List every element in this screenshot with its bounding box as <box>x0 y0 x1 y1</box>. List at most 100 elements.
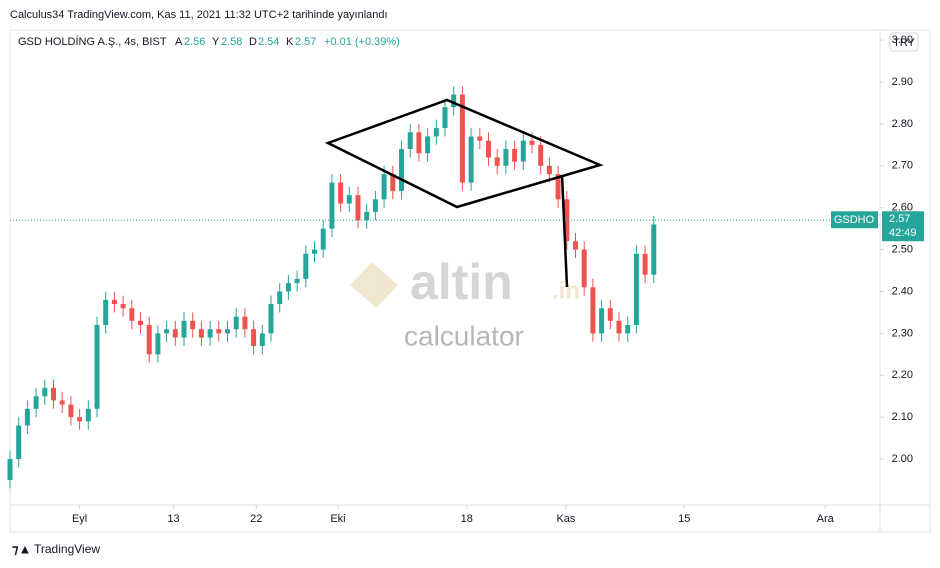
countdown: 42:49 <box>889 227 917 239</box>
candle-body <box>442 107 448 129</box>
candle-body <box>120 304 126 309</box>
candle-body <box>129 308 135 321</box>
candle-body <box>207 329 213 338</box>
y-tick-label: 2.30 <box>892 327 913 339</box>
x-tick-label: 15 <box>678 513 690 525</box>
legend-value: 2.54 <box>258 36 279 48</box>
y-tick-label: 3.00 <box>892 34 913 46</box>
candle-body <box>320 228 326 250</box>
candle-body <box>581 249 587 288</box>
diamond-pattern <box>324 98 604 209</box>
change: +0.01 (+0.39%) <box>324 36 400 48</box>
candle-body <box>399 149 404 191</box>
watermark: altin .in calculator <box>350 254 580 351</box>
candle-body <box>251 329 257 346</box>
x-tick-label: 18 <box>461 513 473 525</box>
candle-body <box>503 149 509 166</box>
drawing <box>324 98 604 288</box>
candle-body <box>146 325 152 355</box>
candle-body <box>346 195 352 204</box>
legend-value: 2.56 <box>184 36 205 48</box>
candle-body <box>520 140 526 162</box>
candle-body <box>164 329 170 334</box>
candle-body <box>111 299 117 305</box>
x-tick-label: 22 <box>250 513 262 525</box>
candle-body <box>312 249 317 254</box>
candle-body <box>225 329 230 334</box>
currency: TRY <box>893 37 915 49</box>
candle-body <box>42 387 48 397</box>
candle-body <box>477 136 483 141</box>
candle-body <box>7 459 13 481</box>
candle-body <box>190 320 196 330</box>
candle-body <box>277 291 283 305</box>
candle-body <box>138 320 143 326</box>
candle-body <box>651 224 657 275</box>
ohlc-legend: A 2.56 Y 2.58 D 2.54 K 2.57 <box>175 36 316 48</box>
candle-body <box>633 253 639 326</box>
candle-body <box>390 174 396 191</box>
candle-body <box>625 325 631 334</box>
candle-body <box>68 404 74 418</box>
candle-body <box>607 308 613 321</box>
candle-body <box>512 149 518 162</box>
x-tick-label: Eki <box>330 513 345 525</box>
candle-body <box>285 283 291 292</box>
footer-logo: ⁊▲ <box>12 541 31 556</box>
legend-key: A <box>175 36 183 48</box>
y-tick-label: 2.00 <box>892 453 913 465</box>
watermark-logo <box>350 262 398 308</box>
candle-body <box>155 333 161 355</box>
y-tick-label: 2.90 <box>892 76 913 88</box>
candle-body <box>103 299 109 326</box>
candle-body <box>494 157 500 166</box>
candle-body <box>303 253 309 279</box>
candle-body <box>181 320 187 338</box>
legend-value: 2.57 <box>295 36 316 48</box>
y-tick-label: 2.80 <box>892 118 913 130</box>
published-note: Calculus34 TradingView.com, Kas 11, 2021… <box>10 9 388 21</box>
y-tick-label: 2.60 <box>892 202 913 214</box>
x-tick-label: Eyl <box>72 513 87 525</box>
y-tick-label: 2.10 <box>892 411 913 423</box>
candle-body <box>433 128 439 137</box>
candle-body <box>364 211 370 221</box>
candle-body <box>468 136 474 183</box>
candle-body <box>459 94 465 183</box>
x-tick-label: Kas <box>556 513 575 525</box>
candle-body <box>555 174 561 200</box>
candle-body <box>77 417 83 422</box>
last-price: 2.57 <box>889 213 910 225</box>
candle-body <box>198 329 204 338</box>
candle-body <box>529 140 535 145</box>
legend-value: 2.58 <box>221 36 242 48</box>
candle-body <box>573 241 578 250</box>
candle-body <box>85 408 91 422</box>
candle-body <box>268 304 274 334</box>
candle-body <box>329 182 335 229</box>
candle-body <box>59 400 65 405</box>
candle-body <box>355 195 361 221</box>
last-price-box <box>882 211 924 242</box>
candle-body <box>233 316 239 330</box>
candle-body <box>381 174 387 200</box>
candle-body <box>451 94 457 108</box>
target-line <box>560 174 569 288</box>
candle-body <box>546 165 552 175</box>
legend-key: Y <box>212 36 220 48</box>
symbol: GSD HOLDİNG A.Ş., 4s, BIST <box>18 35 167 48</box>
legend-key: K <box>286 36 294 48</box>
candle-body <box>172 329 178 338</box>
candle-body <box>425 136 431 154</box>
currency-box <box>889 32 919 52</box>
candle-body <box>616 320 622 334</box>
watermark-text: altin <box>410 254 513 310</box>
candles <box>7 86 657 489</box>
candle-body <box>259 333 265 346</box>
y-tick-label: 2.50 <box>892 243 913 255</box>
candle-body <box>590 287 596 334</box>
candle-body <box>642 253 648 275</box>
candle-body <box>216 329 222 334</box>
x-tick-label: 13 <box>167 513 179 525</box>
